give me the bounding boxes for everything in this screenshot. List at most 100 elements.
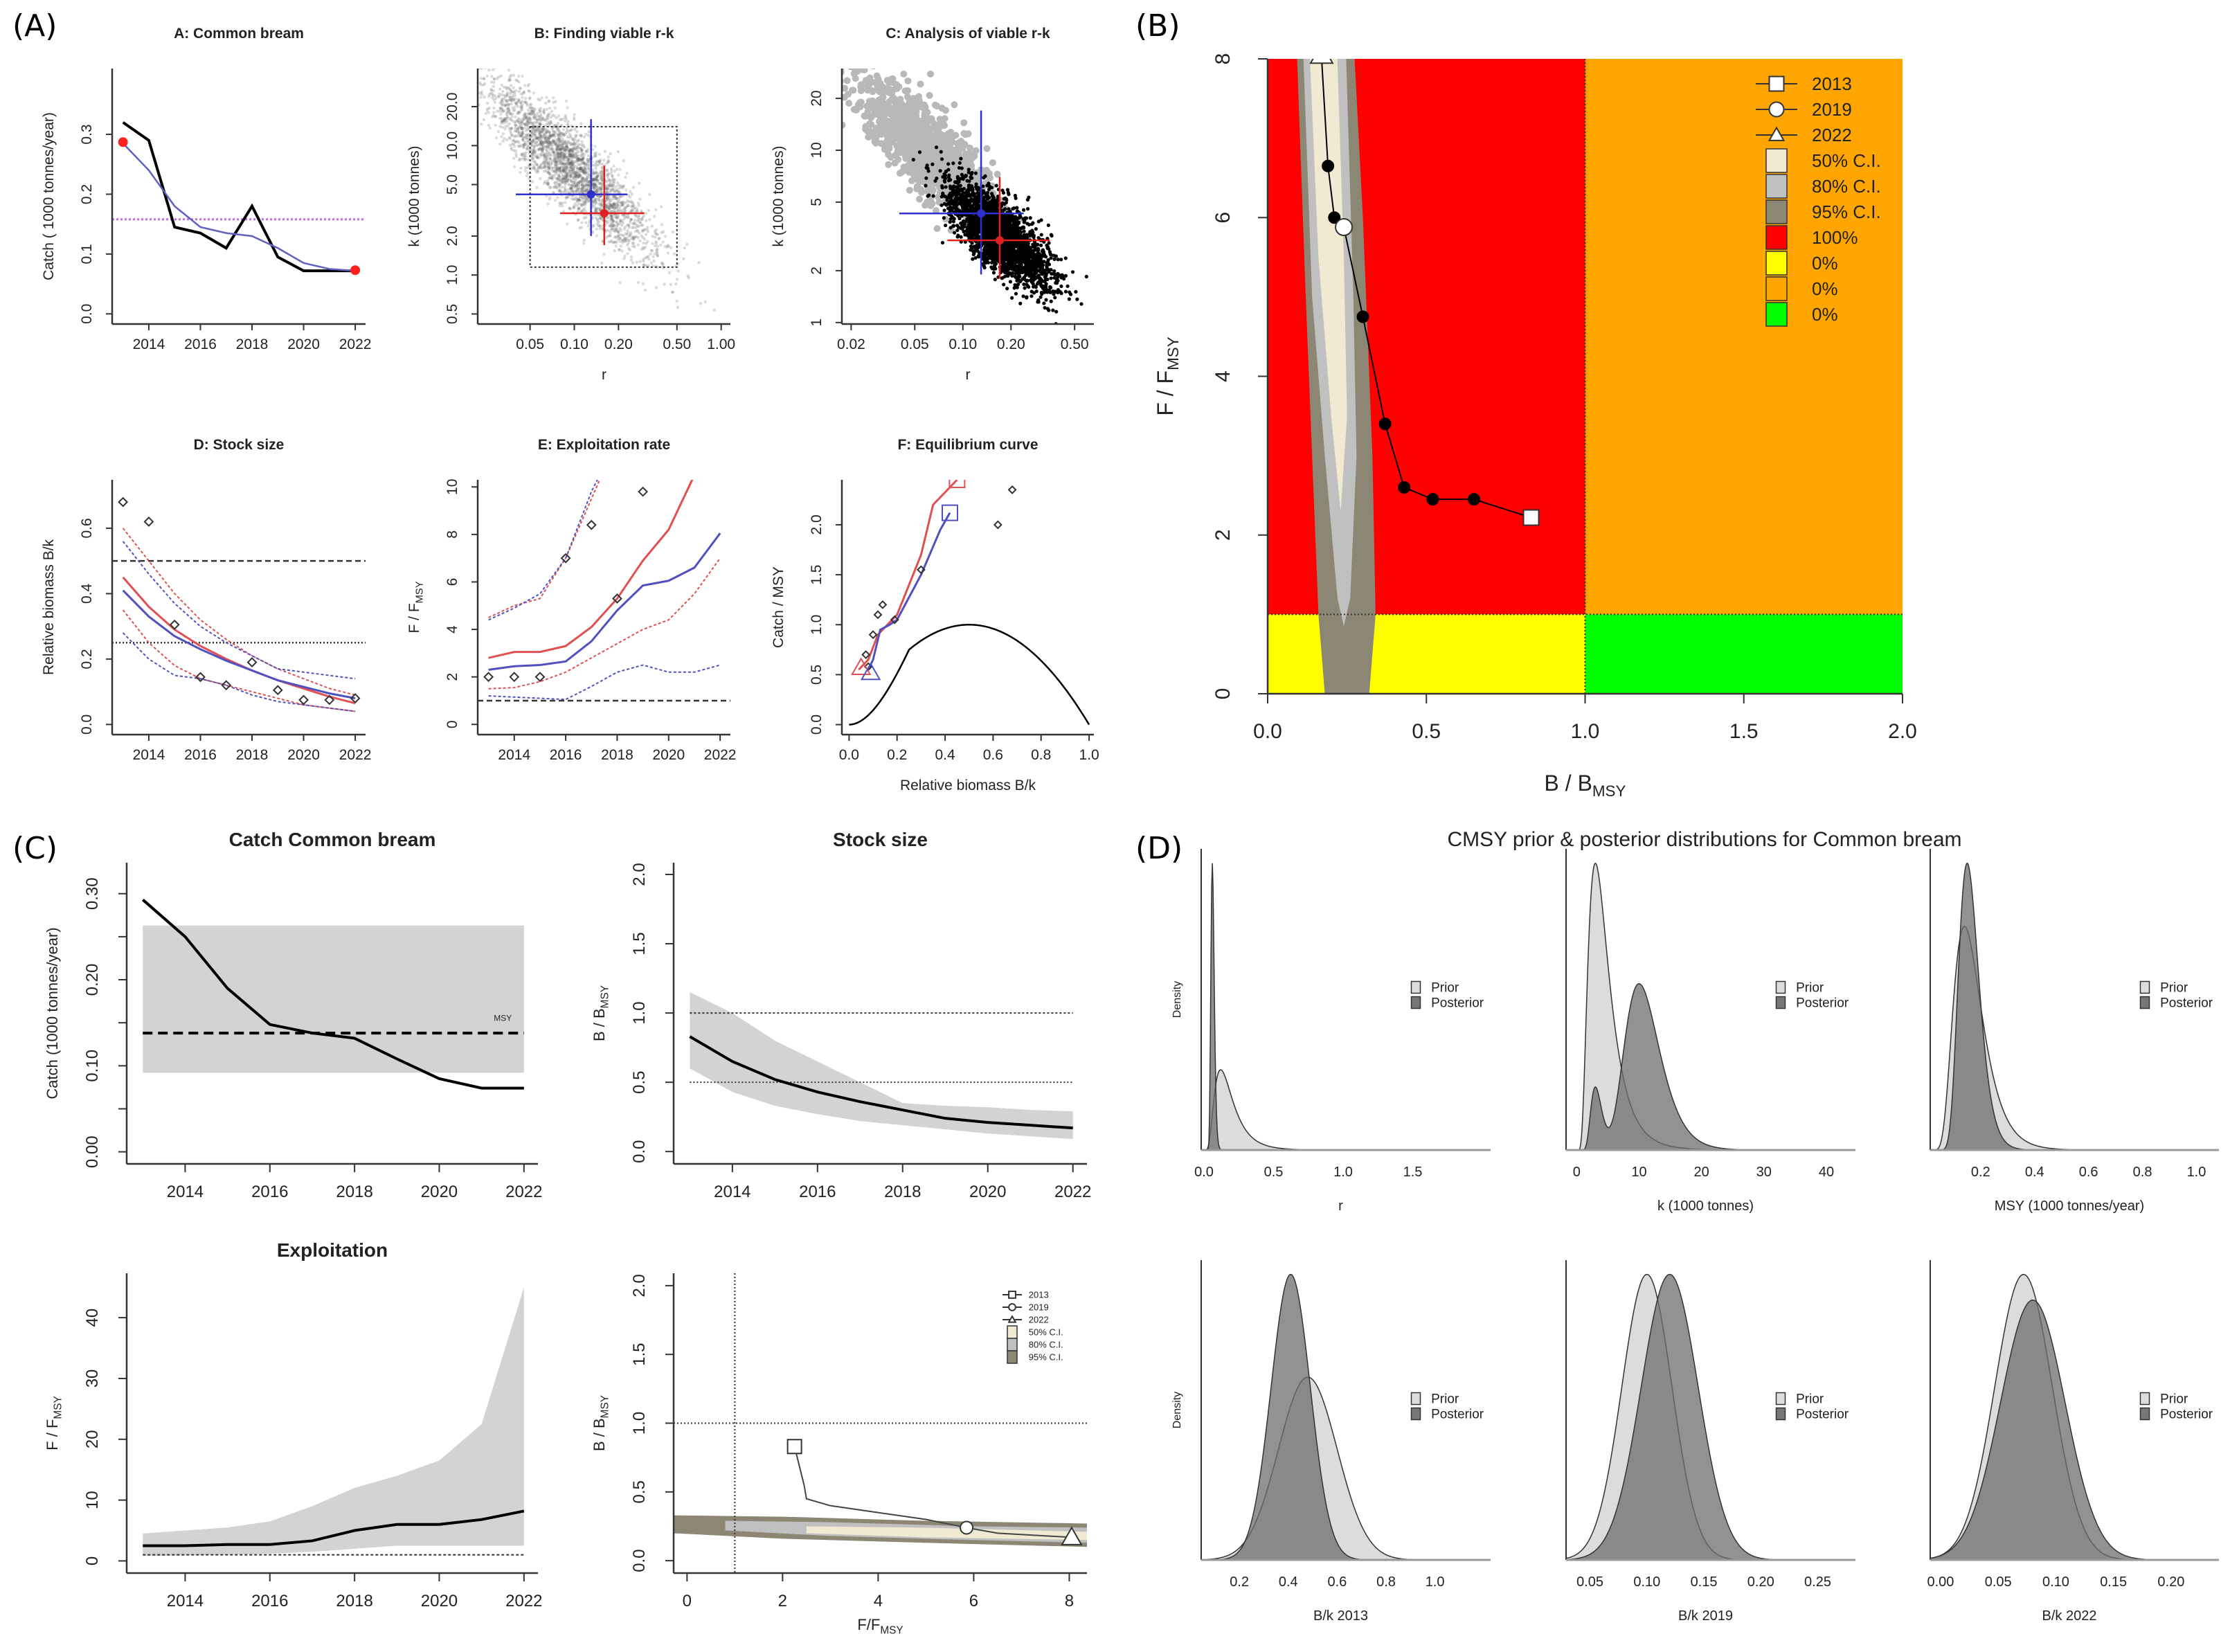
- scatter-point: [637, 204, 640, 207]
- scatter-point: [498, 106, 503, 109]
- scatter-point: [644, 245, 647, 249]
- scatter-point: [551, 96, 555, 100]
- scatter-point: [627, 234, 631, 238]
- scatter-point: [539, 146, 542, 150]
- scatter-point: [510, 147, 513, 152]
- scatter-point: [530, 152, 534, 156]
- scatter-point: [609, 181, 613, 185]
- scatter-point: [600, 188, 603, 192]
- scatter-point: [626, 204, 630, 208]
- scatter-point: [633, 214, 638, 217]
- scatter-point: [518, 87, 522, 90]
- scatter-point: [618, 248, 622, 252]
- scatter-point: [500, 98, 503, 102]
- scatter-point: [516, 127, 520, 131]
- scatter-point: [602, 159, 606, 162]
- scatter-point: [552, 159, 557, 163]
- scatter-point: [606, 195, 610, 199]
- scatter-point: [941, 122, 948, 129]
- scatter-point: [625, 236, 629, 240]
- scatter-point: [568, 169, 573, 173]
- scatter-point: [531, 125, 534, 129]
- scatter-point: [595, 186, 599, 190]
- scatter-point: [619, 218, 622, 222]
- scatter-point: [578, 167, 582, 170]
- scatter-point: [562, 147, 566, 152]
- scatter-point: [642, 214, 646, 218]
- scatter-point: [632, 226, 636, 229]
- scatter-point: [1022, 282, 1026, 287]
- scatter-point: [630, 209, 634, 213]
- scatter-point: [626, 238, 630, 242]
- scatter-point: [514, 102, 519, 105]
- scatter-point: [622, 214, 626, 217]
- scatter-point: [553, 132, 557, 135]
- scatter-point: [518, 134, 522, 137]
- scatter-point: [527, 144, 531, 147]
- scatter-point: [539, 141, 543, 144]
- scatter-point: [627, 194, 630, 197]
- scatter-point: [577, 150, 581, 154]
- scatter-point: [524, 151, 528, 154]
- scatter-point: [532, 141, 537, 144]
- scatter-point: [615, 240, 618, 244]
- scatter-point: [560, 132, 564, 135]
- scatter-point: [491, 69, 495, 72]
- scatter-point: [539, 123, 542, 126]
- scatter-point: [510, 133, 514, 137]
- scatter-point: [514, 102, 519, 107]
- scatter-point: [538, 118, 542, 122]
- scatter-point: [533, 151, 537, 154]
- scatter-point: [892, 81, 900, 89]
- scatter-point: [519, 166, 523, 170]
- scatter-point: [606, 215, 609, 219]
- scatter-point: [593, 185, 597, 188]
- scatter-point: [553, 173, 557, 177]
- scatter-point: [557, 137, 561, 141]
- scatter-point: [636, 209, 639, 213]
- scatter-point: [554, 100, 557, 103]
- scatter-point: [617, 206, 621, 210]
- scatter-point: [577, 198, 582, 202]
- scatter-point: [573, 181, 577, 185]
- scatter-point: [555, 180, 559, 183]
- scatter-point: [539, 140, 543, 144]
- scatter-point: [569, 174, 573, 177]
- scatter-point: [649, 252, 652, 256]
- scatter-point: [538, 131, 541, 134]
- scatter-point: [537, 128, 541, 132]
- scatter-point: [559, 169, 563, 172]
- scatter-point: [534, 170, 539, 174]
- line-smoothed-catch: [122, 143, 356, 272]
- scatter-point: [578, 226, 582, 230]
- scatter-point: [565, 174, 569, 177]
- scatter-point: [527, 122, 531, 125]
- scatter-point: [513, 135, 516, 138]
- scatter-point: [555, 168, 559, 172]
- scatter-point: [530, 102, 533, 106]
- scatter-point: [513, 93, 517, 98]
- scatter-point: [523, 154, 527, 157]
- scatter-point: [569, 142, 573, 145]
- scatter-point: [522, 91, 525, 94]
- scatter-point: [620, 233, 624, 237]
- scatter-point: [555, 186, 559, 190]
- scatter-point: [564, 119, 567, 123]
- scatter-point: [492, 93, 495, 98]
- y-tick-label: 5.0: [444, 174, 460, 195]
- scatter-point: [525, 127, 529, 131]
- scatter-point: [539, 122, 542, 125]
- scatter-point: [612, 187, 616, 190]
- scatter-point: [583, 183, 586, 187]
- scatter-point: [517, 80, 521, 84]
- scatter-point: [629, 258, 633, 262]
- scatter-point: [660, 261, 664, 265]
- scatter-point: [467, 65, 470, 68]
- scatter-point: [569, 161, 573, 165]
- scatter-point: [536, 156, 539, 159]
- scatter-point: [573, 152, 577, 156]
- scatter-point: [556, 177, 559, 181]
- scatter-point: [563, 154, 567, 158]
- scatter-point: [557, 143, 560, 147]
